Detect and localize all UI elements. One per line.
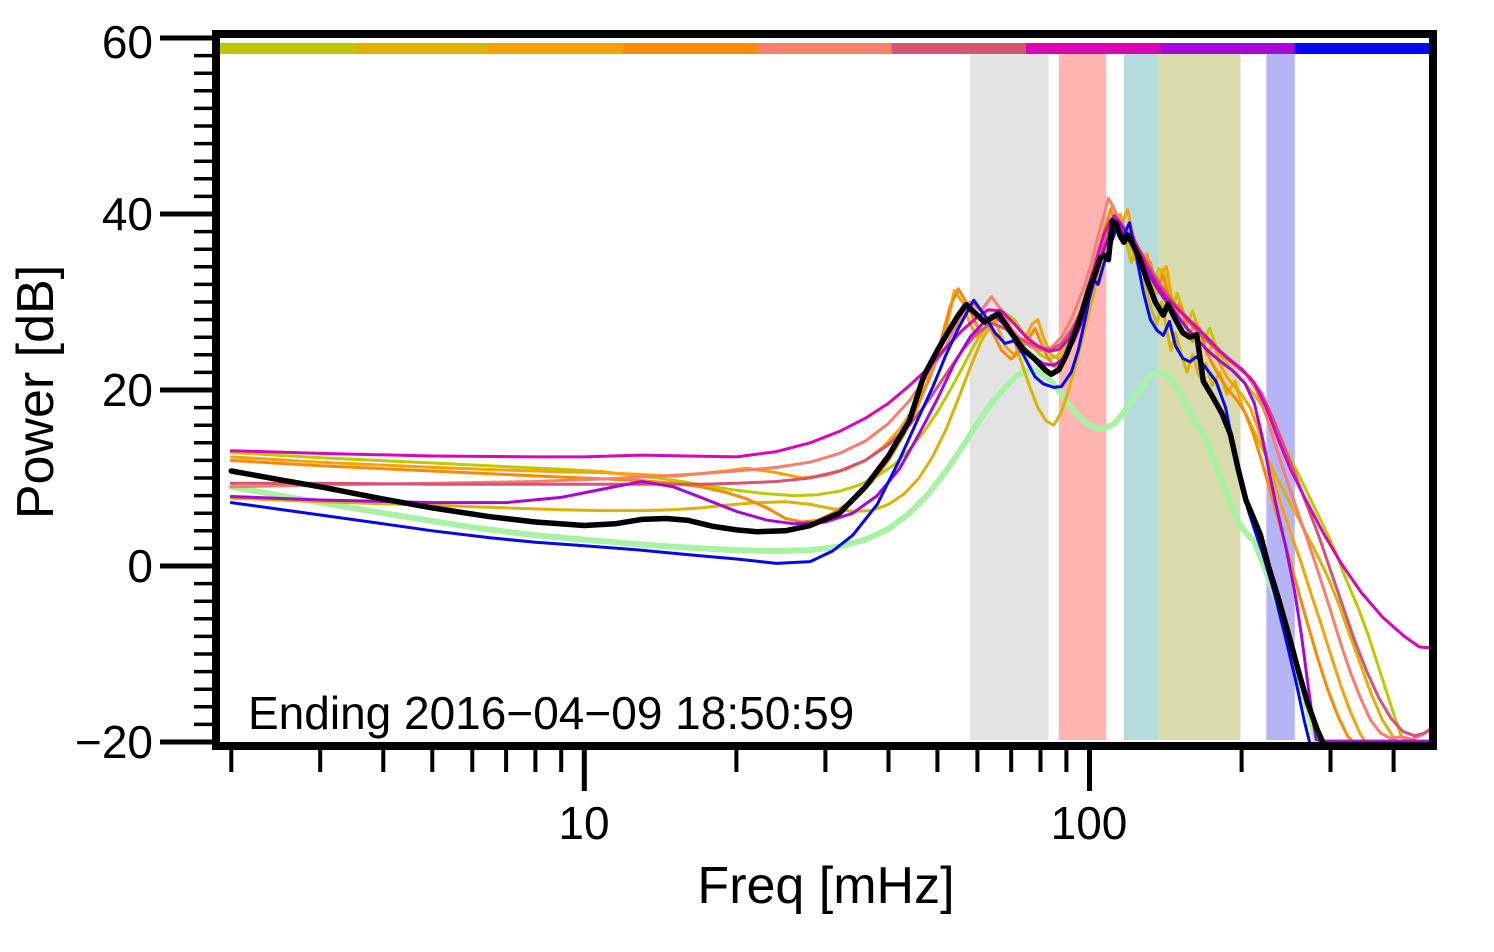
curve-reference-quiet (228, 366, 1320, 742)
band-gray (970, 54, 1049, 740)
plot-frame (212, 30, 1437, 750)
curve-mean-black (228, 218, 1326, 742)
band-khaki (1158, 54, 1241, 740)
band-teal (1123, 54, 1159, 740)
colorbar-segment-6 (891, 43, 1027, 54)
colorbar-segment-9 (1294, 43, 1430, 54)
colorbar-segment-2 (354, 43, 490, 54)
x-axis-title: Freq [mHz] (697, 857, 955, 915)
y-axis-title: Power [dB] (7, 264, 65, 520)
colorbar-segment-4 (623, 43, 758, 54)
ytick-label-40: 40 (101, 188, 153, 240)
colorbar-segment-8 (1160, 43, 1296, 54)
xtick-label-10: 10 (558, 797, 610, 849)
ytick-label-20: 20 (101, 364, 153, 416)
band-lavender (1266, 54, 1295, 740)
colorbar-segment-5 (757, 43, 893, 54)
curve-day5-salmon (229, 196, 1429, 741)
curve-day6-rose (229, 214, 1429, 738)
xtick-label-100: 100 (1050, 797, 1128, 849)
curve-day7-magenta (229, 214, 1429, 650)
curve-day9-blue (229, 221, 1312, 742)
colorbar-segment-3 (488, 43, 624, 54)
ytick-label-0: 0 (127, 540, 153, 592)
ending-timestamp-annotation: Ending 2016−04−09 18:50:59 (248, 687, 855, 739)
ytick-label-neg20: −20 (74, 716, 153, 768)
ytick-label-60: 60 (101, 16, 153, 68)
curve-day8-purple (229, 218, 1429, 742)
colorbar-segment-1 (220, 43, 355, 54)
colorbar-segment-7 (1026, 43, 1161, 54)
